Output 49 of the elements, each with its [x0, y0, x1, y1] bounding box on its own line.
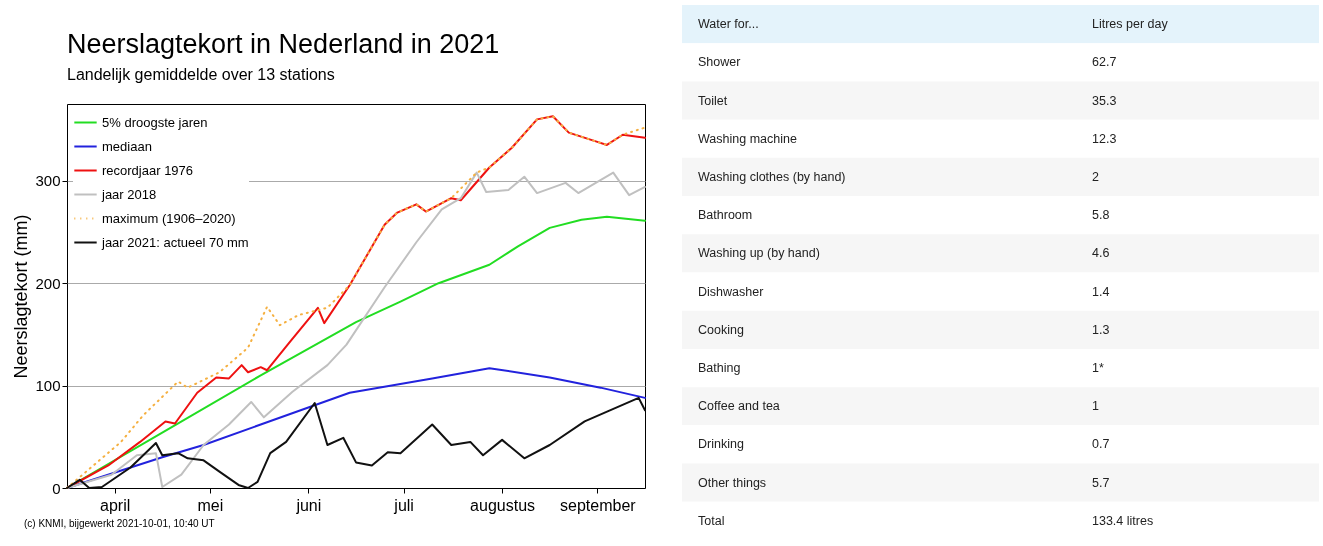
category-label: Toilet — [698, 93, 728, 108]
text: 1.3 — [1092, 322, 1110, 337]
x-tick-label: april — [100, 496, 131, 514]
category-label: Washing clothes (by hand) — [698, 169, 846, 184]
text: 4.6 — [1092, 246, 1110, 261]
chart-title: Neerslagtekort in Nederland in 2021 — [67, 29, 500, 59]
y-tick-label: 0 — [52, 479, 61, 497]
category-label: Washing machine — [698, 131, 797, 146]
category-label: Drinking — [698, 437, 744, 452]
text: 1.4 — [1092, 284, 1110, 299]
x-tick-label: mei — [197, 496, 224, 514]
x-tick-label: juni — [295, 496, 322, 514]
text: (c) KNMI, bijgewerkt 2021-10-01, 10:40 UT — [24, 518, 216, 529]
category-label: Bathroom — [698, 208, 753, 223]
legend-label: jaar 2018 — [101, 186, 157, 202]
category-label: Total — [698, 513, 725, 528]
line-series — [66, 396, 646, 489]
x-tick-label: augustus — [470, 496, 536, 514]
text: 5.8 — [1092, 208, 1110, 223]
text: 35.3 — [1092, 93, 1117, 108]
category-label: Other things — [698, 475, 767, 490]
legend-label: maximum (1906–2020) — [102, 210, 236, 226]
legend-label: jaar 2021: actueel 70 mm — [101, 234, 249, 250]
y-axis-title: Neerslagtekort (mm) — [11, 214, 32, 379]
text: Litres per day — [1092, 17, 1169, 32]
category-label: Washing up (by hand) — [698, 246, 820, 261]
category-label: Bathing — [698, 361, 741, 376]
category-label: Cooking — [698, 322, 744, 337]
legend-label: 5% droogste jaren — [102, 114, 208, 130]
legend-label: mediaan — [102, 138, 152, 154]
category-label: Shower — [698, 55, 741, 70]
chart-subtitle: Landelijk gemiddelde over 13 stations — [67, 66, 335, 83]
text: Water for... — [698, 17, 759, 32]
text: 12.3 — [1092, 131, 1117, 146]
text: 1* — [1092, 361, 1104, 376]
legend-label: recordjaar 1976 — [102, 162, 194, 178]
y-tick-label: 300 — [35, 172, 61, 190]
text: 62.7 — [1092, 55, 1117, 70]
y-tick-label: 100 — [35, 377, 61, 395]
y-tick-label: 200 — [35, 274, 61, 292]
text: 0.7 — [1092, 437, 1110, 452]
x-tick-label: juli — [393, 496, 414, 514]
category-label: Coffee and tea — [698, 399, 780, 414]
text: 1 — [1092, 399, 1099, 414]
text: 5.7 — [1092, 475, 1110, 490]
text: 133.4 litres — [1092, 513, 1154, 528]
x-tick-label: september — [560, 496, 637, 514]
category-label: Dishwasher — [698, 284, 764, 299]
text: 2 — [1092, 169, 1099, 184]
